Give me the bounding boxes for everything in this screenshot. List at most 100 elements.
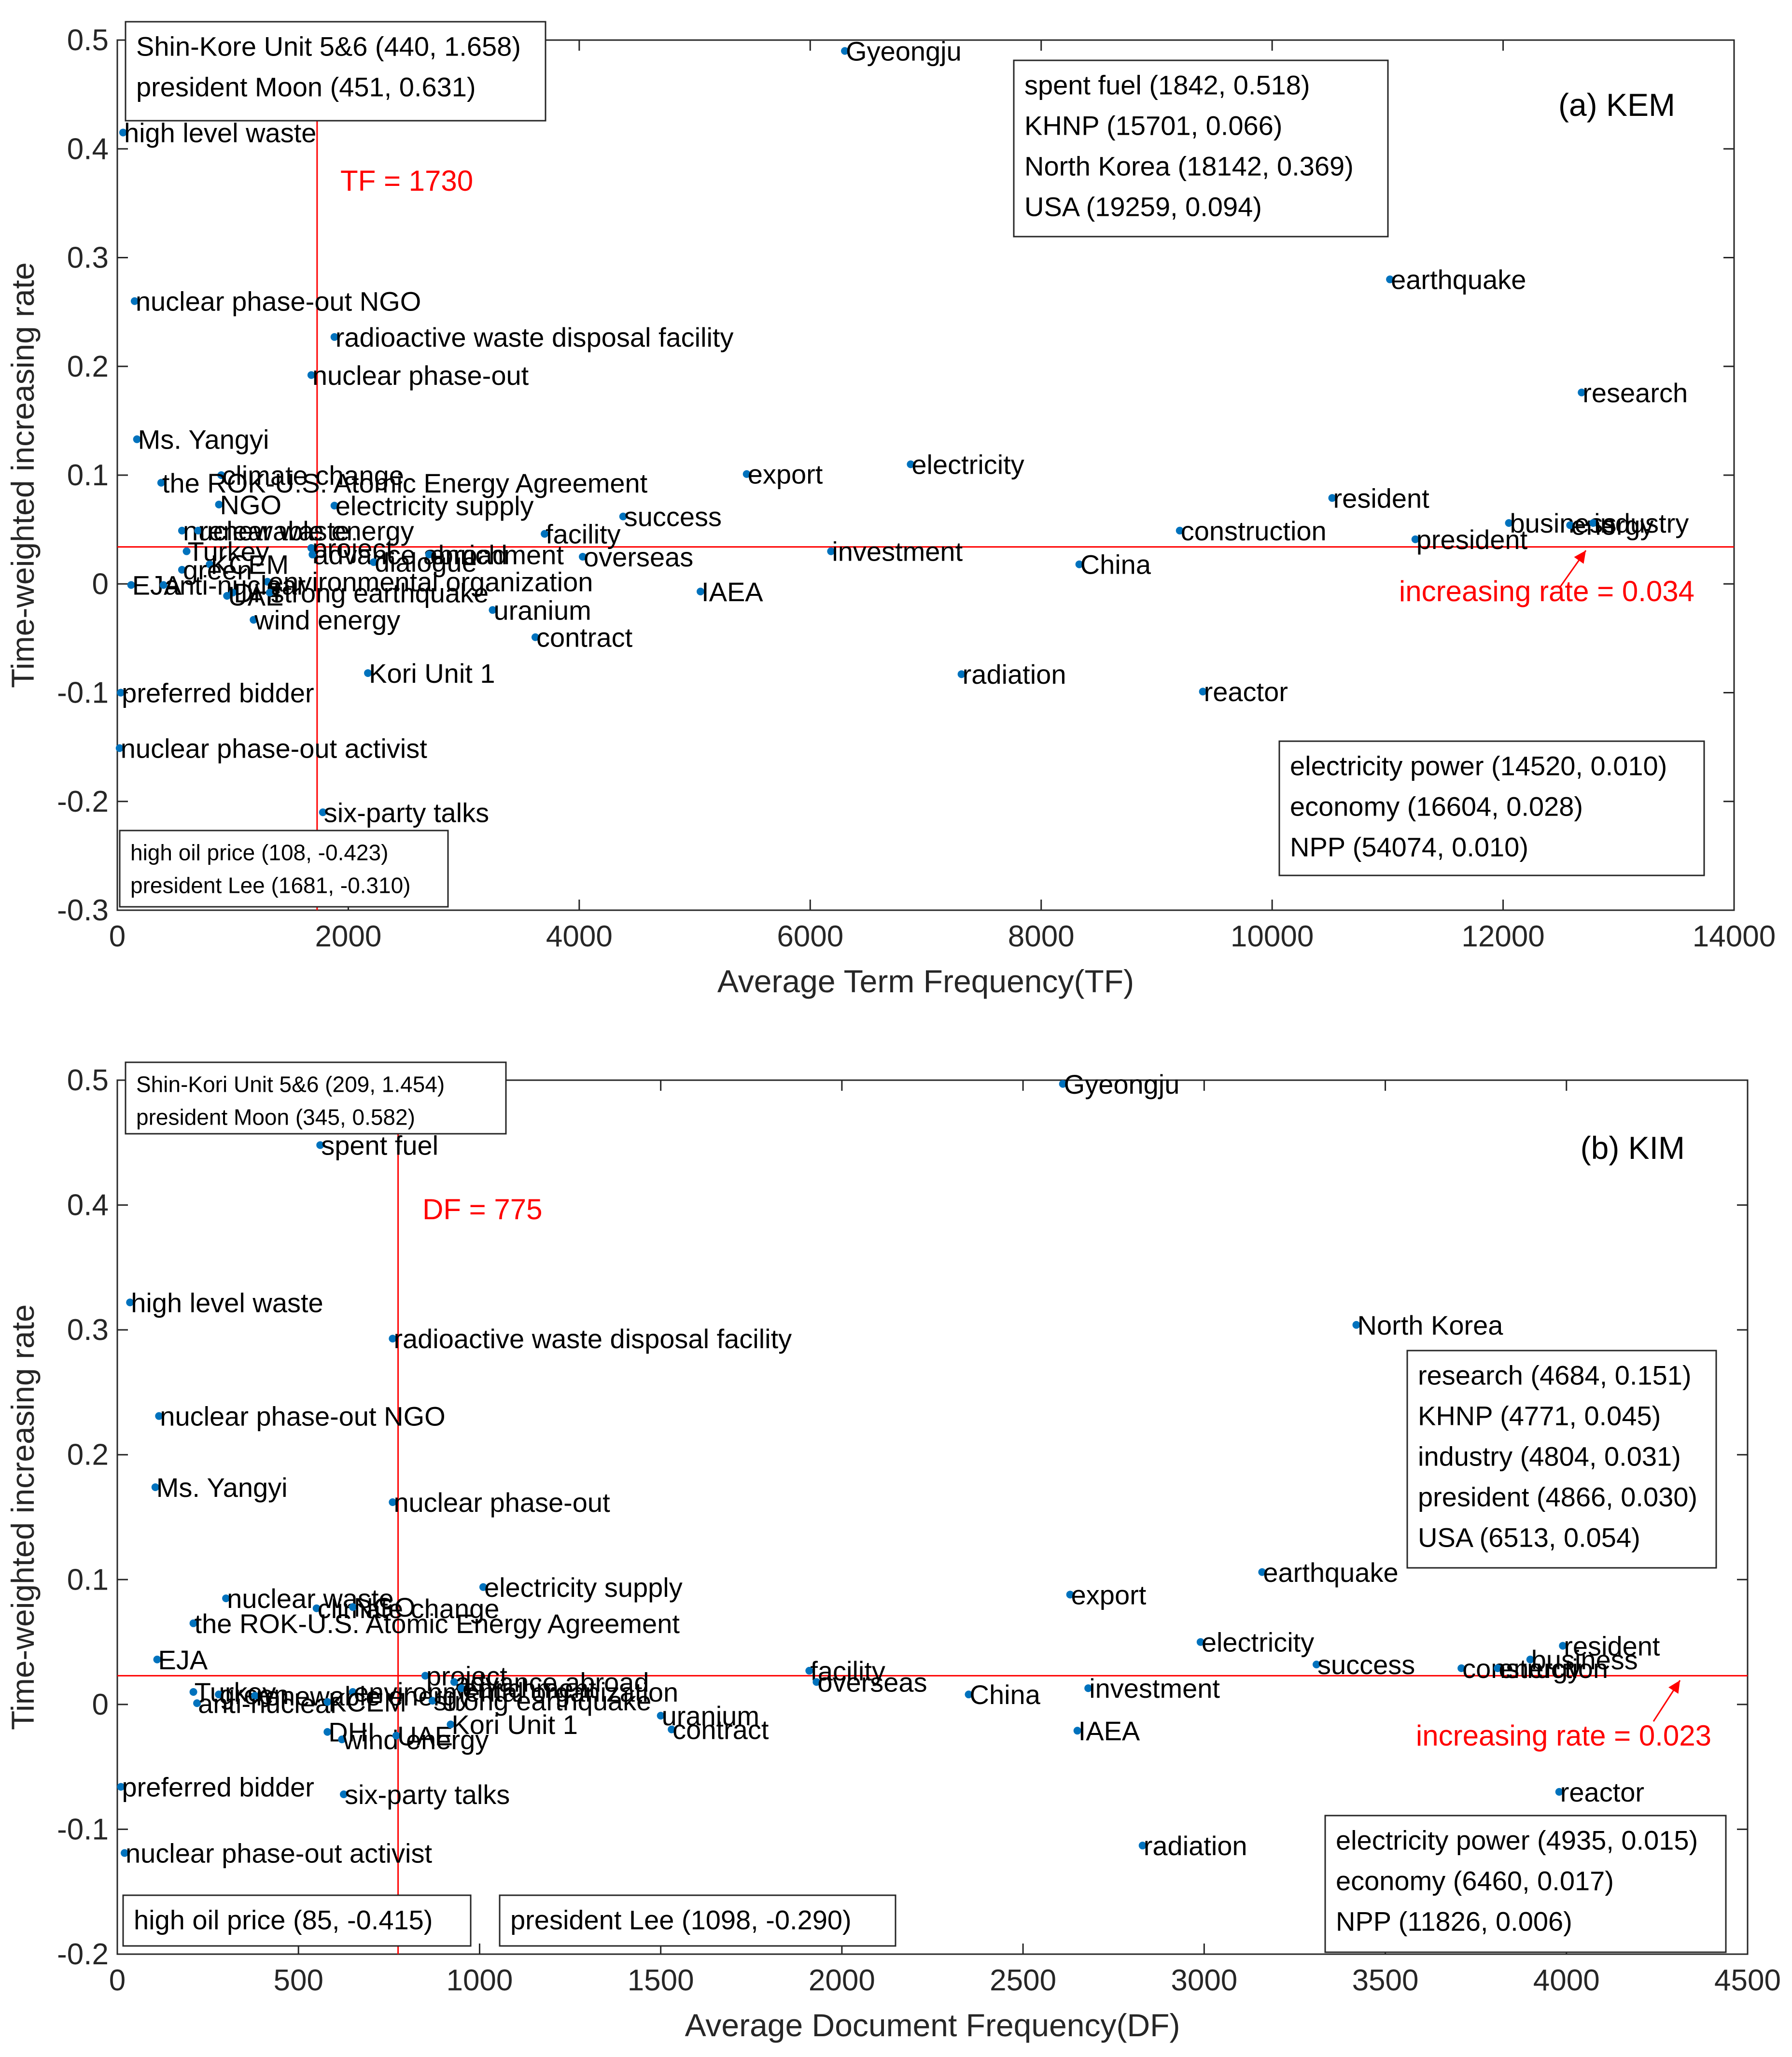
chart-1-point[interactable] xyxy=(489,606,497,614)
chart-2-point[interactable] xyxy=(340,1790,348,1799)
chart-1-point[interactable] xyxy=(1589,519,1597,527)
chart-2-point[interactable] xyxy=(189,1688,197,1696)
chart-2-point[interactable] xyxy=(1526,1655,1534,1663)
chart-2-point[interactable] xyxy=(1457,1664,1466,1672)
chart-2-point[interactable] xyxy=(805,1667,813,1675)
chart-2-point[interactable] xyxy=(1196,1638,1204,1646)
chart-1-point[interactable] xyxy=(159,581,168,589)
chart-2-point[interactable] xyxy=(389,1335,397,1343)
chart-1-point[interactable] xyxy=(742,470,751,478)
chart-2-point[interactable] xyxy=(447,1720,455,1729)
chart-1-point[interactable] xyxy=(178,526,186,535)
chart-2-point[interactable] xyxy=(965,1691,973,1699)
chart-2-point[interactable] xyxy=(392,1732,400,1740)
chart-1-point[interactable] xyxy=(1505,519,1513,527)
chart-2-point[interactable] xyxy=(1073,1727,1081,1735)
chart-2-point[interactable] xyxy=(251,1691,259,1700)
chart-1-point[interactable] xyxy=(827,547,835,555)
chart-1-point[interactable] xyxy=(1075,560,1083,568)
chart-1-point[interactable] xyxy=(206,560,214,568)
chart-2-point-label: business xyxy=(1531,1645,1638,1675)
chart-2-point[interactable] xyxy=(1312,1661,1320,1669)
chart-2-point[interactable] xyxy=(1352,1321,1360,1329)
chart-2-point[interactable] xyxy=(153,1655,161,1663)
chart-1-point[interactable] xyxy=(330,333,338,341)
chart-2-point[interactable] xyxy=(479,1583,487,1591)
chart-2-point[interactable] xyxy=(1066,1591,1074,1599)
chart-2-point[interactable] xyxy=(450,1678,458,1686)
chart-2-point[interactable] xyxy=(668,1725,676,1733)
chart-1-point[interactable] xyxy=(117,689,125,697)
chart-1-point[interactable] xyxy=(263,578,271,586)
chart-2-point[interactable] xyxy=(121,1849,129,1857)
chart-2-point[interactable] xyxy=(117,1783,125,1791)
chart-1-point[interactable] xyxy=(182,547,191,555)
chart-2-point[interactable] xyxy=(155,1412,163,1420)
chart-2-point[interactable] xyxy=(323,1728,332,1736)
chart-2-point[interactable] xyxy=(349,1688,357,1696)
chart-1-point[interactable] xyxy=(425,550,433,559)
chart-2-point[interactable] xyxy=(349,1603,357,1611)
chart-2-point[interactable] xyxy=(657,1712,665,1720)
chart-1-point[interactable] xyxy=(1176,526,1184,535)
chart-1-point[interactable] xyxy=(1328,494,1336,502)
chart-1-point[interactable] xyxy=(194,526,202,535)
chart-2-point[interactable] xyxy=(1559,1642,1567,1650)
chart-1-point[interactable] xyxy=(115,744,124,752)
chart-2-point[interactable] xyxy=(151,1483,159,1491)
chart-1-point[interactable] xyxy=(697,588,705,596)
chart-1-point[interactable] xyxy=(579,552,587,561)
chart-2-point[interactable] xyxy=(126,1298,134,1307)
chart-2-point[interactable] xyxy=(323,1698,332,1706)
chart-1-point[interactable] xyxy=(178,565,186,574)
chart-1-point[interactable] xyxy=(307,544,315,552)
chart-2-point[interactable] xyxy=(1138,1842,1147,1850)
chart-2-point[interactable] xyxy=(1059,1080,1067,1088)
chart-2-annotation-text: president (4866, 0.030) xyxy=(1418,1481,1697,1512)
chart-1-point[interactable] xyxy=(1411,535,1419,543)
chart-1-point[interactable] xyxy=(308,550,317,559)
chart-2-point[interactable] xyxy=(421,1672,429,1680)
chart-2-point[interactable] xyxy=(316,1141,324,1149)
chart-1-point[interactable] xyxy=(531,633,539,641)
chart-1-point[interactable] xyxy=(541,530,549,538)
chart-1-point[interactable] xyxy=(907,460,915,468)
chart-2-point[interactable] xyxy=(189,1619,197,1627)
chart-2-point[interactable] xyxy=(215,1691,223,1699)
chart-1-point[interactable] xyxy=(619,512,627,521)
chart-2-point[interactable] xyxy=(1258,1568,1266,1576)
chart-1-point[interactable] xyxy=(266,589,274,597)
chart-1-point[interactable] xyxy=(223,592,231,600)
chart-1-point[interactable] xyxy=(250,616,258,624)
chart-2-point[interactable] xyxy=(312,1604,321,1612)
chart-1-point[interactable] xyxy=(957,670,966,678)
chart-1-point[interactable] xyxy=(1566,521,1574,529)
chart-2-point[interactable] xyxy=(457,1684,465,1692)
chart-1-point[interactable] xyxy=(307,371,315,379)
chart-1-point[interactable] xyxy=(364,669,372,677)
chart-1-point[interactable] xyxy=(133,435,141,443)
chart-1-point[interactable] xyxy=(215,500,223,508)
chart-1-point[interactable] xyxy=(330,502,338,510)
chart-1-point[interactable] xyxy=(841,47,849,55)
chart-2-point[interactable] xyxy=(193,1699,201,1707)
chart-2-point[interactable] xyxy=(389,1498,397,1506)
chart-2-point[interactable] xyxy=(1555,1788,1563,1796)
chart-1-point[interactable] xyxy=(370,558,378,566)
chart-2-point[interactable] xyxy=(428,1697,436,1705)
chart-2-point[interactable] xyxy=(1084,1684,1092,1692)
chart-1-point[interactable] xyxy=(1578,388,1586,396)
chart-1-point[interactable] xyxy=(217,471,225,479)
chart-2-point[interactable] xyxy=(1494,1664,1502,1672)
chart-2-point[interactable] xyxy=(812,1678,821,1686)
chart-1-point[interactable] xyxy=(319,808,327,817)
chart-1-point[interactable] xyxy=(229,589,237,597)
chart-2-point[interactable] xyxy=(222,1594,230,1603)
chart-1-point[interactable] xyxy=(157,479,165,487)
chart-1-point[interactable] xyxy=(130,297,139,305)
chart-1-point[interactable] xyxy=(1199,688,1207,696)
chart-1-point[interactable] xyxy=(1386,275,1394,283)
chart-1-point[interactable] xyxy=(119,128,127,137)
chart-1-point[interactable] xyxy=(127,581,135,589)
chart-2-point[interactable] xyxy=(338,1735,346,1744)
